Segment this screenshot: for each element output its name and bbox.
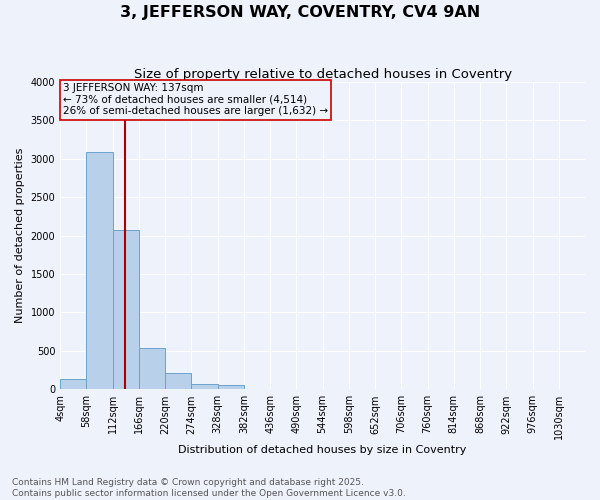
Bar <box>218 385 244 390</box>
Text: 3 JEFFERSON WAY: 137sqm
← 73% of detached houses are smaller (4,514)
26% of semi: 3 JEFFERSON WAY: 137sqm ← 73% of detache… <box>63 83 328 116</box>
X-axis label: Distribution of detached houses by size in Coventry: Distribution of detached houses by size … <box>178 445 467 455</box>
Bar <box>60 380 86 390</box>
Bar <box>165 373 191 390</box>
Text: 3, JEFFERSON WAY, COVENTRY, CV4 9AN: 3, JEFFERSON WAY, COVENTRY, CV4 9AN <box>120 5 480 20</box>
Title: Size of property relative to detached houses in Coventry: Size of property relative to detached ho… <box>134 68 512 80</box>
Bar <box>86 152 113 390</box>
Y-axis label: Number of detached properties: Number of detached properties <box>15 148 25 323</box>
Bar <box>139 348 165 390</box>
Bar <box>191 384 218 390</box>
Text: Contains HM Land Registry data © Crown copyright and database right 2025.
Contai: Contains HM Land Registry data © Crown c… <box>12 478 406 498</box>
Bar <box>113 230 139 390</box>
